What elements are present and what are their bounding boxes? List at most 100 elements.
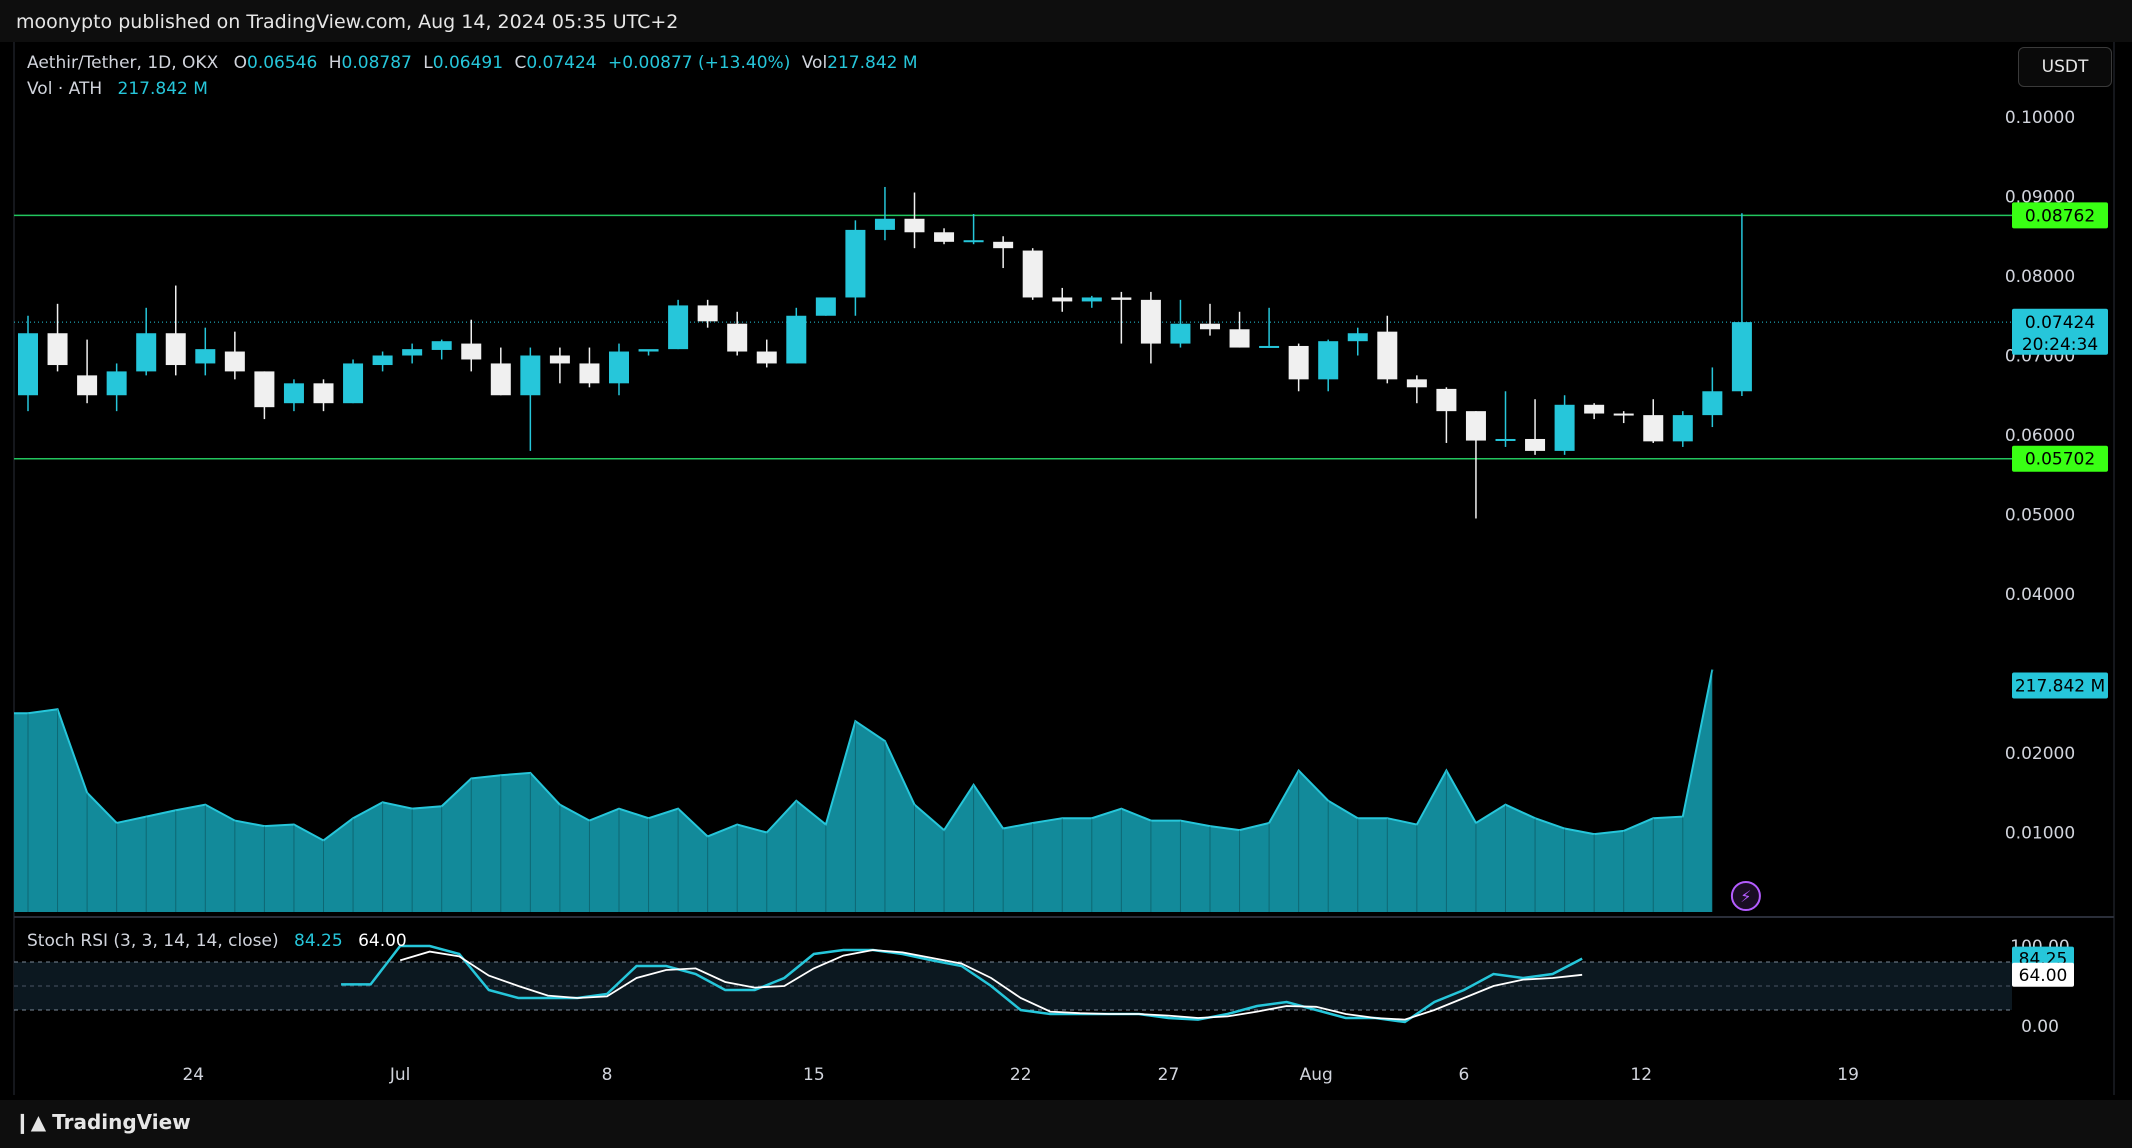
candle-down: [1465, 411, 1486, 441]
candle-up: [343, 363, 364, 404]
stoch-k-value: 84.25: [294, 931, 343, 951]
candle-down: [254, 371, 275, 408]
legend-vol-value: 217.842 M: [827, 53, 918, 73]
candle-up: [815, 297, 836, 316]
candle-up: [1702, 391, 1723, 416]
time-axis-tick: Aug: [1300, 1065, 1333, 1085]
candle-up: [520, 355, 541, 396]
price-axis-tick: 0.02000: [2005, 744, 2075, 764]
legend-h-value: 0.08787: [341, 53, 412, 73]
candle-up: [1318, 341, 1339, 380]
candle-down: [1436, 388, 1457, 412]
candle-down: [1111, 297, 1132, 300]
candle-down: [313, 383, 334, 404]
stoch-axis-tick: 0.00: [2021, 1017, 2059, 1037]
stoch-tag-label: 64.00: [2019, 966, 2068, 986]
candle-up: [1731, 322, 1752, 392]
candle-down: [697, 305, 718, 322]
price-tag-label: 0.07424: [2025, 313, 2095, 333]
volume-legend: Vol · ATH 217.842 M: [27, 79, 208, 99]
candle-down: [47, 333, 68, 366]
candle-down: [904, 218, 925, 233]
candle-up: [136, 333, 157, 372]
candle-down: [1288, 345, 1309, 380]
candle-up: [609, 351, 629, 384]
currency-button[interactable]: USDT: [2018, 47, 2112, 87]
legend-change: +0.00877 (+13.40%): [608, 53, 791, 73]
tradingview-logo[interactable]: ❙▲ TradingView: [14, 1110, 191, 1134]
legend-o-label: O: [233, 53, 248, 73]
candle-up: [283, 383, 304, 404]
candle-up: [874, 218, 895, 230]
candle-up: [18, 333, 38, 396]
price-axis-tick: 0.10000: [2005, 108, 2075, 128]
legend-symbol: Aethir/Tether, 1D, OKX: [27, 53, 219, 73]
volume-tag: [2012, 672, 2108, 699]
candle-down: [1200, 323, 1220, 330]
legend-c-value: 0.07424: [526, 53, 597, 73]
price-pane: [14, 42, 2114, 915]
candle-up: [1170, 323, 1191, 344]
tradingview-brand: TradingView: [52, 1110, 191, 1134]
candle-up: [372, 355, 393, 366]
candle-down: [461, 343, 482, 360]
candle-down: [490, 363, 511, 396]
candle-up: [638, 349, 659, 352]
candle-up: [106, 371, 127, 396]
price-axis-tick: 0.06000: [2005, 426, 2075, 446]
candle-down: [579, 363, 600, 384]
price-axis-tick: 0.08000: [2005, 267, 2075, 287]
lightning-glyph: ⚡: [1740, 887, 1751, 906]
price-tag-label: 0.08762: [2025, 206, 2095, 226]
price-legend: Aethir/Tether, 1D, OKX O0.06546 H0.08787…: [27, 53, 918, 73]
price-axis-tick: 0.05000: [2005, 506, 2075, 526]
candle-down: [1052, 297, 1073, 302]
stoch-label: Stoch RSI (3, 3, 14, 14, close): [27, 931, 279, 951]
publish-info: moonypto published on TradingView.com, A…: [16, 11, 679, 33]
candle-down: [934, 232, 955, 242]
volume-legend-label: Vol · ATH: [27, 79, 103, 99]
candle-down: [165, 333, 186, 366]
candle-up: [1347, 333, 1368, 342]
candle-up: [431, 341, 452, 350]
price-tag-label: 0.05702: [2025, 450, 2095, 470]
candle-down: [549, 355, 570, 364]
volume-line: [14, 669, 1714, 842]
candle-down: [1584, 404, 1605, 414]
price-axis-tick: 0.04000: [2005, 585, 2075, 605]
price-tag: [2012, 445, 2108, 472]
time-axis-tick: 8: [602, 1065, 613, 1085]
price-tag: [2012, 202, 2108, 229]
time-axis-tick: Jul: [389, 1065, 411, 1085]
price-axis-tick: 0.01000: [2005, 824, 2075, 844]
candle-up: [963, 240, 984, 243]
time-axis-tick: 12: [1630, 1065, 1652, 1085]
candle-down: [1377, 331, 1398, 380]
stoch-legend: Stoch RSI (3, 3, 14, 14, close) 84.25 64…: [27, 931, 407, 951]
time-axis-tick: 6: [1459, 1065, 1470, 1085]
time-axis-tick: 27: [1158, 1065, 1180, 1085]
volume-legend-value: 217.842 M: [117, 79, 208, 99]
bottom-bar: [0, 1100, 2132, 1148]
candle-down: [1613, 413, 1634, 416]
time-axis-tick: 15: [803, 1065, 825, 1085]
candle-up: [195, 349, 216, 364]
stoch-d-value: 64.00: [358, 931, 407, 951]
candle-up: [845, 229, 866, 298]
stoch-d-line: [399, 949, 1583, 1021]
candle-down: [1229, 329, 1250, 348]
legend-o-value: 0.06546: [247, 53, 318, 73]
candle-down: [1643, 415, 1664, 442]
candle-down: [1406, 379, 1427, 388]
candle-down: [756, 351, 777, 364]
top-bar: moonypto published on TradingView.com, A…: [0, 0, 2132, 42]
legend-l-value: 0.06491: [432, 53, 504, 73]
candle-down: [993, 241, 1014, 249]
candle-down: [1140, 299, 1161, 344]
time-axis-tick: 19: [1837, 1065, 1859, 1085]
chart-canvas[interactable]: 0.100000.090000.080000.070000.060000.050…: [0, 0, 2132, 1100]
lightning-icon: [1730, 881, 1761, 911]
candle-down: [1525, 438, 1546, 451]
volume-area: [14, 669, 1713, 912]
candle-down: [77, 375, 98, 396]
